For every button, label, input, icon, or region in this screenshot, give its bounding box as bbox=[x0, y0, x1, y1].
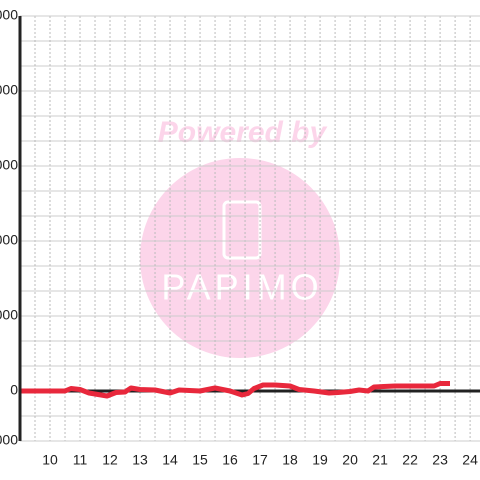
x-tick-label: 22 bbox=[402, 452, 418, 468]
x-tick-label: 15 bbox=[192, 452, 208, 468]
x-tick-label: 10 bbox=[42, 452, 58, 468]
y-tick-label: 150,000 bbox=[0, 7, 18, 23]
y-tick-label: 90,000 bbox=[0, 157, 18, 173]
x-tick-label: 19 bbox=[312, 452, 328, 468]
y-tick-label: 30,000 bbox=[0, 307, 18, 323]
x-tick-label: 11 bbox=[73, 452, 88, 468]
y-tick-label: 0 bbox=[10, 382, 18, 398]
x-tick-label: 17 bbox=[252, 452, 268, 468]
x-tick-label: 23 bbox=[432, 452, 448, 468]
grid bbox=[20, 15, 480, 442]
x-tick-label: 20 bbox=[342, 452, 358, 468]
y-tick-label: 60,000 bbox=[0, 232, 18, 248]
y-tick-label: 120,000 bbox=[0, 82, 18, 98]
x-tick-label: 18 bbox=[282, 452, 298, 468]
x-tick-label: 12 bbox=[102, 452, 118, 468]
phone-icon bbox=[222, 200, 262, 260]
x-tick-label: 14 bbox=[162, 452, 178, 468]
watermark-text: Powered by bbox=[158, 116, 328, 149]
x-tick-label: 13 bbox=[132, 452, 148, 468]
y-tick-label: -20,000 bbox=[0, 432, 18, 448]
x-tick-label: 24 bbox=[462, 452, 478, 468]
line bbox=[20, 381, 450, 399]
plot bbox=[20, 381, 450, 399]
x-tick-label: 16 bbox=[222, 452, 238, 468]
x-tick-label: 21 bbox=[372, 452, 388, 468]
watermark-logo: PAPIMO bbox=[161, 267, 322, 308]
